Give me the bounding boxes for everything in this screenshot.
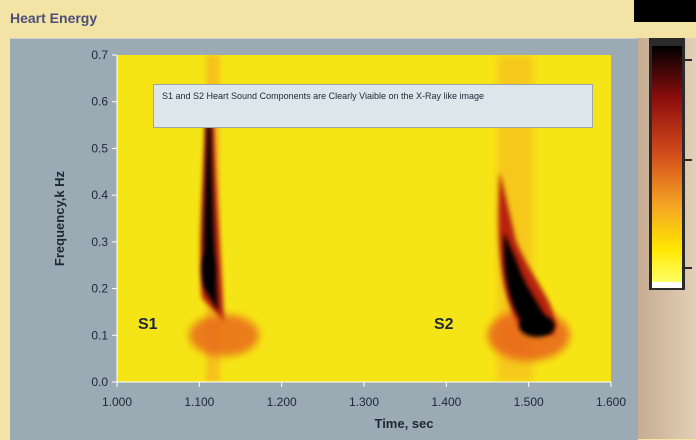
x-tick-label: 1.100 (184, 395, 214, 409)
s1-peak (202, 251, 215, 288)
y-axis-label: Frequency,k Hz (52, 170, 67, 266)
window-corner-block (634, 0, 696, 22)
annotation-box: S1 and S2 Heart Sound Components are Cle… (153, 84, 593, 128)
s2-label: S2 (434, 316, 454, 333)
s1-label: S1 (138, 316, 158, 333)
colorbar-gradient (652, 46, 682, 282)
window-title: Heart Energy (10, 10, 98, 26)
colorbar (649, 38, 692, 290)
s1-component (189, 55, 260, 382)
x-tick-label: 1.200 (267, 395, 297, 409)
y-tick-label: 0.2 (91, 282, 108, 296)
y-tick-label: 0.1 (91, 328, 108, 342)
s2-black-core (503, 232, 550, 333)
y-tick-label: 0.5 (91, 141, 108, 155)
s1-low-freq-blob (189, 314, 260, 357)
colorbar-white-end (652, 282, 682, 288)
y-tick-label: 0.3 (91, 235, 108, 249)
x-tick-label: 1.600 (596, 395, 626, 409)
y-tick-label: 0.4 (91, 188, 108, 202)
y-tick-label: 0.6 (91, 95, 108, 109)
x-tick-label: 1.300 (349, 395, 379, 409)
y-tick-label: 0.7 (91, 48, 108, 62)
x-tick-label: 1.500 (514, 395, 544, 409)
y-tick-label: 0.0 (91, 375, 108, 389)
x-axis-label: Time, sec (374, 416, 433, 431)
x-tick-label: 1.400 (431, 395, 461, 409)
x-tick-label: 1.000 (102, 395, 132, 409)
s2-peak (518, 314, 555, 337)
axes: 1.000 1.100 1.200 1.300 1.400 1.500 1.600 0.0 0.… (52, 48, 626, 431)
